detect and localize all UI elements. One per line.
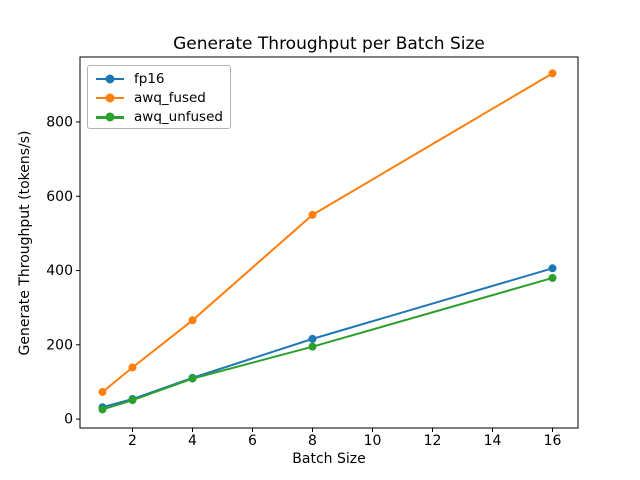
data-point-awq_fused [308,210,317,219]
x-tick-label: 6 [248,433,257,449]
y-tick-label: 200 [46,337,73,353]
y-tick-label: 600 [46,189,73,205]
axes-spines [79,56,579,429]
chart-title: Generate Throughput per Batch Size [173,34,485,54]
x-tick-label: 4 [188,433,197,449]
y-tick-label: 0 [64,412,73,428]
legend-line-sample-icon [96,74,124,84]
x-tick-label: 10 [364,433,382,449]
x-axis-label: Batch Size [292,451,366,467]
data-point-awq_unfused [98,405,107,414]
x-tick-label: 8 [308,433,317,449]
x-tick-label: 16 [544,433,562,449]
legend-entry-fp16: fp16 [96,69,222,88]
series-line-awq_unfused [101,276,554,411]
legend: fp16 awq_fused awq_unfused [87,65,231,129]
data-point-awq_fused [98,387,107,396]
y-tick-label: 400 [46,263,73,279]
data-point-fp16 [548,264,557,273]
data-point-awq_unfused [308,342,317,351]
legend-label: awq_fused [134,89,206,106]
data-point-awq_unfused [548,273,557,282]
data-point-awq_fused [128,363,137,372]
x-tick-label: 12 [424,433,442,449]
data-point-awq_fused [548,69,557,78]
legend-line-sample-icon [96,112,124,122]
legend-line-sample-icon [96,93,124,103]
y-axis-label: Generate Throughput (tokens/s) [17,130,33,356]
legend-label: fp16 [134,70,165,87]
x-tick-label: 2 [128,433,137,449]
data-point-awq_fused [188,316,197,325]
legend-entry-awq-fused: awq_fused [96,88,222,107]
data-point-fp16 [308,334,317,343]
y-tick-label: 800 [46,114,73,130]
data-point-awq_unfused [188,374,197,383]
legend-label: awq_unfused [134,109,223,126]
data-point-awq_unfused [128,396,137,405]
x-tick-label: 14 [484,433,502,449]
legend-entry-awq-unfused: awq_unfused [96,108,223,127]
